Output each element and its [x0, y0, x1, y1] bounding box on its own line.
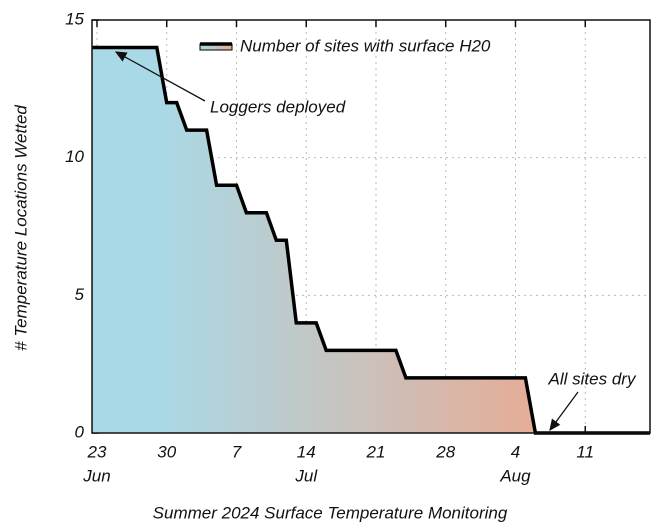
annotation-arrow	[549, 391, 579, 432]
month-label: Jul	[294, 466, 318, 485]
x-axis-label: Summer 2024 Surface Temperature Monitori…	[153, 503, 508, 522]
plot-frame	[91, 19, 651, 434]
area	[92, 47, 650, 433]
x-tick-label: 23	[87, 442, 107, 461]
x-tick-label: 7	[232, 442, 242, 461]
x-tick-label: 21	[366, 442, 386, 461]
x-tick-label: 28	[435, 442, 455, 461]
x-tick-label: 30	[157, 442, 176, 461]
line	[92, 45, 650, 435]
x-tick-label: 14	[297, 442, 316, 461]
y-tick-label: 15	[65, 9, 84, 28]
y-tick-label: 10	[65, 147, 84, 166]
annotation: Loggers deployed	[210, 97, 346, 116]
annotation-arrow	[114, 51, 206, 102]
annotation: All sites dry	[548, 369, 637, 388]
x-tick-label: 11	[576, 442, 594, 461]
month-label: Aug	[499, 466, 531, 485]
month-label: Jun	[82, 466, 110, 485]
y-tick-label: 5	[75, 285, 85, 304]
y-tick-label: 0	[75, 422, 85, 441]
x-tick-label: 4	[511, 442, 520, 461]
legend-label: Number of sites with surface H20	[240, 36, 491, 55]
y-axis-label: # Temperature Locations Wetted	[11, 105, 30, 351]
